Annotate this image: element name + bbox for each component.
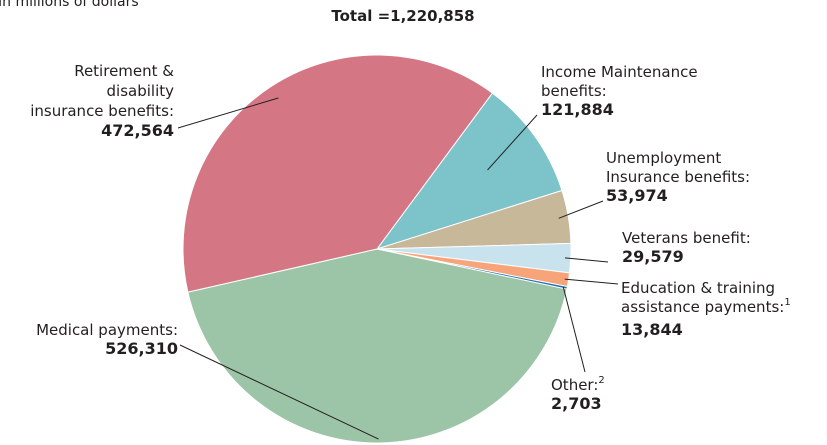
chart-total: Total =1,220,858 xyxy=(331,7,474,25)
slice-medical-payments xyxy=(187,248,568,444)
leader-other xyxy=(562,286,586,373)
slice-value: 2,703 xyxy=(551,394,602,413)
footnote-marker: 2 xyxy=(598,375,604,386)
slice-value: 13,844 xyxy=(621,320,683,339)
slice-label-line: Education & training xyxy=(621,279,775,297)
slice-label-line: insurance benefits: xyxy=(30,102,174,120)
slice-label-line: benefits: xyxy=(541,82,607,100)
label-veterans-benefit: Veterans benefit:29,579 xyxy=(622,229,751,266)
slice-label-line: Medical payments: xyxy=(36,321,178,339)
slice-label-line: disability xyxy=(107,82,175,100)
slice-value: 121,884 xyxy=(541,100,614,119)
leader-education-training xyxy=(564,278,619,285)
slice-income-maintenance xyxy=(375,92,563,250)
leader-unemployment-insurance xyxy=(558,200,604,219)
slice-value: 53,974 xyxy=(606,186,668,205)
units-note: In millions of dollars xyxy=(0,0,139,10)
slice-value: 29,579 xyxy=(622,247,684,266)
label-medical-payments: Medical payments:526,310 xyxy=(36,321,178,358)
slice-label-line: Income Maintenance xyxy=(541,63,698,81)
slice-value: 526,310 xyxy=(105,339,178,358)
slice-value: 472,564 xyxy=(101,121,174,140)
leader-retirement-disability xyxy=(177,97,279,129)
slice-retirement-disability xyxy=(182,54,494,293)
leader-income-maintenance xyxy=(487,114,538,171)
leader-lines xyxy=(177,97,619,440)
leader-medical-payments xyxy=(179,344,379,440)
slice-label-line: Retirement & xyxy=(74,62,174,80)
slice-label-line: Veterans benefit: xyxy=(622,229,751,247)
pie-slices xyxy=(182,54,572,444)
slice-label-line: Other:2 xyxy=(551,375,605,394)
slice-label-line: Unemployment xyxy=(606,149,721,167)
label-other: Other:22,703 xyxy=(551,375,605,413)
footnote-marker: 1 xyxy=(784,297,790,308)
leader-veterans-benefit xyxy=(564,257,609,263)
label-retirement-disability: Retirement & disability insurance benefits… xyxy=(30,62,174,140)
slice-label-line: Insurance benefits: xyxy=(606,168,750,186)
slice-label-line: assistance payments:1 xyxy=(621,297,791,316)
